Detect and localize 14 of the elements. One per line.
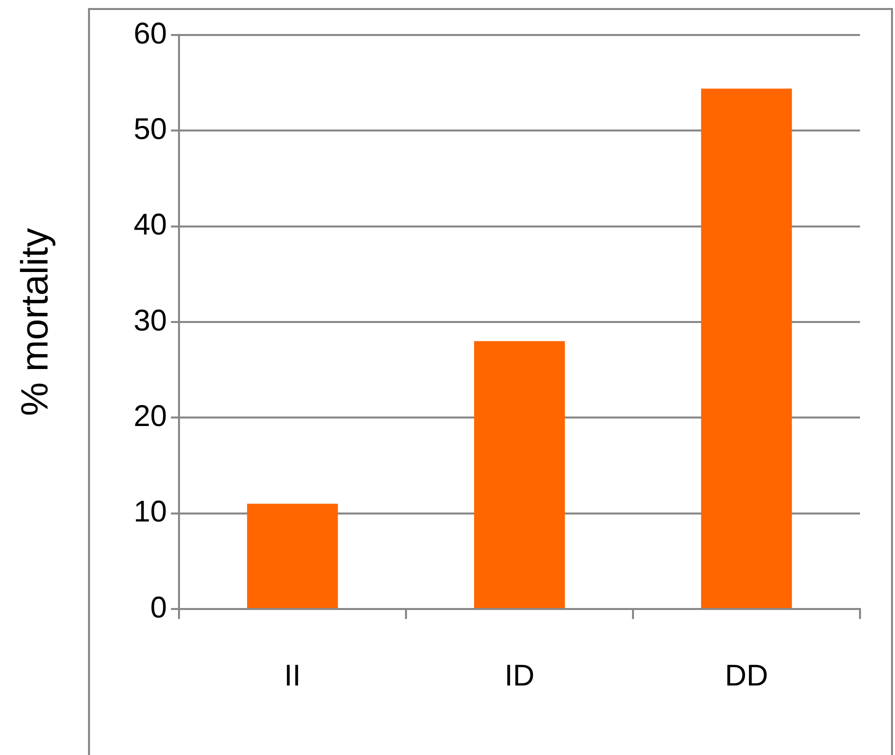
y-tick-label: 10: [134, 496, 167, 529]
y-tick-label: 50: [134, 112, 167, 146]
y-tick-label: 60: [134, 17, 167, 50]
x-tick-label: ID: [504, 659, 534, 692]
x-tick-label: DD: [724, 659, 768, 692]
bar: [701, 88, 792, 608]
y-tick-label: 40: [134, 208, 167, 242]
y-tick-label: 20: [134, 400, 167, 433]
bar: [474, 341, 565, 608]
y-tick-label: 0: [150, 591, 167, 624]
y-axis-title: % mortality: [14, 228, 56, 416]
y-tick-label: 30: [134, 304, 167, 338]
bar: [247, 504, 338, 608]
x-tick-label: II: [284, 659, 301, 692]
